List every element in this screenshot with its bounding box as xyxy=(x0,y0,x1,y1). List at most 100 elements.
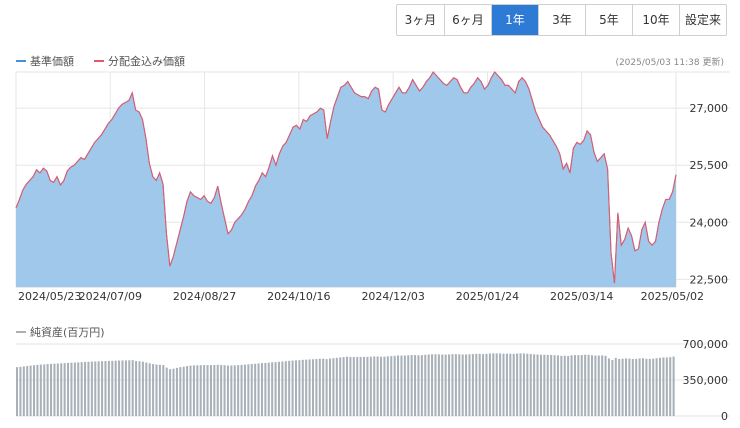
net-assets-bar xyxy=(97,361,100,416)
net-assets-bar xyxy=(488,353,491,416)
net-assets-bar xyxy=(502,353,505,416)
net-assets-bar xyxy=(631,359,634,416)
net-assets-bar xyxy=(298,360,301,416)
net-assets-bar xyxy=(380,356,383,416)
net-assets-bar xyxy=(172,368,175,416)
net-assets-bar xyxy=(624,358,628,416)
net-assets-bar xyxy=(465,354,468,416)
net-assets-bar xyxy=(454,354,457,416)
net-assets-bar xyxy=(131,360,134,416)
net-assets-bar xyxy=(87,361,90,416)
tab-period-2[interactable]: 1年 xyxy=(491,5,538,35)
net-assets-bar xyxy=(114,360,117,416)
tab-period-3[interactable]: 3年 xyxy=(538,5,585,35)
net-assets-bar xyxy=(94,361,97,416)
net-assets-bar xyxy=(397,355,400,416)
net-assets-bar xyxy=(308,359,311,416)
net-assets-bar xyxy=(560,355,563,416)
price-y-tick-label: 22,500 xyxy=(690,273,729,286)
net-assets-bar xyxy=(118,360,121,416)
net-assets-bar xyxy=(638,358,641,416)
tab-period-6[interactable]: 設定来 xyxy=(679,5,726,35)
legend-dividend-price: 分配金込み価額 xyxy=(108,54,185,68)
net-assets-bar xyxy=(138,361,141,416)
net-assets-bar xyxy=(271,362,274,416)
net-assets-bar xyxy=(448,354,451,416)
net-assets-bar xyxy=(369,356,372,416)
net-assets-bar xyxy=(267,362,270,416)
price-area xyxy=(16,72,676,287)
net-assets-bar xyxy=(451,354,454,416)
period-tabs: 3ヶ月 6ヶ月 1年 3年 5年 10年 設定来 xyxy=(396,4,727,36)
net-assets-bar xyxy=(461,354,464,416)
net-assets-bar xyxy=(325,359,328,416)
net-assets-bar xyxy=(648,358,651,416)
net-assets-bar xyxy=(478,353,481,416)
net-assets-bar xyxy=(672,356,675,416)
net-assets-bar xyxy=(567,356,570,416)
net-assets-bar xyxy=(70,362,73,416)
net-assets-bar xyxy=(36,364,39,416)
net-assets-bar xyxy=(424,354,427,416)
net-assets-bar xyxy=(407,355,410,416)
net-assets-bar xyxy=(652,358,655,416)
net-assets-bar xyxy=(233,365,236,416)
net-assets-bar xyxy=(226,365,229,416)
net-assets-bar xyxy=(121,360,124,416)
net-assets-bar xyxy=(90,361,93,416)
net-assets-bar xyxy=(311,359,315,416)
net-assets-bar xyxy=(597,355,600,416)
net-assets-bar xyxy=(386,356,389,416)
assets-gridlines xyxy=(16,343,730,417)
net-assets-bar xyxy=(60,363,63,416)
net-assets-bar xyxy=(63,363,66,416)
net-assets-bar xyxy=(533,354,536,416)
net-assets-bar xyxy=(417,355,420,416)
net-assets-bar xyxy=(203,365,206,416)
net-assets-bar xyxy=(352,356,355,416)
tab-period-4[interactable]: 5年 xyxy=(585,5,632,35)
net-assets-bar xyxy=(165,367,168,416)
tab-period-5[interactable]: 10年 xyxy=(632,5,679,35)
net-assets-bar xyxy=(393,355,396,416)
net-assets-bar xyxy=(128,360,131,416)
net-assets-bar xyxy=(505,353,508,416)
net-assets-bar xyxy=(492,353,495,416)
net-assets-bar xyxy=(240,364,243,416)
price-y-axis: 27,000 25,500 24,000 22,500 xyxy=(690,102,729,286)
net-assets-bar xyxy=(437,354,440,416)
net-assets-bar xyxy=(471,354,474,416)
net-assets-bar xyxy=(359,356,362,416)
net-assets-bar xyxy=(257,363,260,416)
net-assets-bar xyxy=(618,358,621,416)
net-assets-bar xyxy=(162,365,165,416)
net-assets-bar xyxy=(230,365,233,416)
net-assets-bar xyxy=(645,358,648,416)
tab-period-0[interactable]: 3ヶ月 xyxy=(404,13,437,27)
net-assets-bar xyxy=(516,353,519,416)
date-x-tick-label: 2025/01/24 xyxy=(456,290,519,303)
net-assets-bar xyxy=(339,357,342,416)
legend-net-assets: 純資産(百万円) xyxy=(30,326,105,339)
net-assets-bar xyxy=(192,365,195,416)
net-assets-bar xyxy=(580,355,583,416)
net-assets-bar xyxy=(475,353,478,416)
net-assets-bar xyxy=(84,361,87,416)
net-assets-bar xyxy=(363,356,366,416)
net-assets-bar xyxy=(482,354,485,416)
tab-period-1[interactable]: 6ヶ月 xyxy=(444,5,491,35)
assets-y-tick-label: 0 xyxy=(721,410,728,423)
net-assets-bar xyxy=(383,356,386,416)
net-assets-bar xyxy=(141,361,144,416)
net-assets-bar xyxy=(274,362,277,416)
net-assets-bar xyxy=(216,364,219,416)
net-assets-bar xyxy=(563,355,566,416)
net-assets-bar xyxy=(29,365,32,416)
net-assets-bar xyxy=(556,355,559,416)
net-assets-bar xyxy=(539,354,542,416)
net-assets-bar xyxy=(604,355,607,416)
net-assets-bar xyxy=(420,355,423,416)
net-assets-bar xyxy=(135,360,138,416)
net-assets-bar xyxy=(301,359,304,416)
net-assets-bar xyxy=(611,359,614,416)
